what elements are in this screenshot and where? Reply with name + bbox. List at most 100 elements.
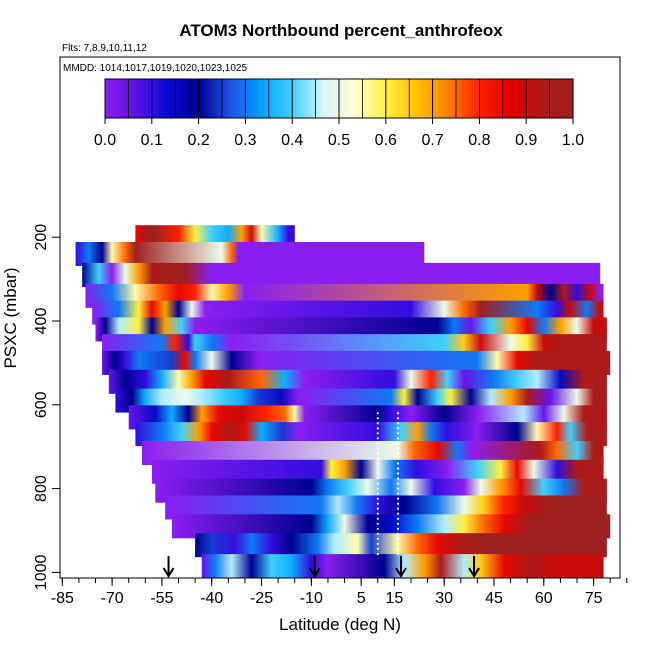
sample-dot [396,447,400,450]
sample-dot [396,517,400,520]
colorbar-tick-label: 0.8 [468,132,490,149]
marker-arrow-head [395,567,407,578]
y-tick-label: 600 [33,391,50,418]
sample-dot [376,477,379,480]
colorbar-tick-label: 0.3 [234,132,256,149]
marker-arrow-head [468,567,480,578]
sample-dot [396,452,400,455]
sample-dot [396,482,400,485]
plot-area [75,225,611,579]
sample-dot [396,537,400,541]
sample-dot [396,547,400,551]
sample-dot [396,497,400,500]
sample-dot [376,532,379,536]
sample-dot [396,532,400,536]
colorbar-tick-label: 0.4 [281,132,303,149]
sample-dot [376,447,379,450]
x-tick-label: 45 [485,590,503,607]
sample-dot [396,522,400,525]
sample-dot [376,412,379,415]
sample-dot [396,507,400,510]
sample-dot [376,507,379,510]
y-axis-label: PSXC (mbar) [1,267,20,368]
x-axis-label: Latitude (deg N) [279,615,401,634]
plot-frame [59,56,621,579]
y-tick-label: 800 [33,475,50,502]
sample-dot [376,512,379,515]
sample-dot [376,472,379,475]
sample-dot [396,427,400,430]
sample-dot [396,412,400,415]
colorbar-tick-label: 0.1 [141,132,163,149]
sample-dot [376,522,379,525]
x-tick-label: 15 [385,590,403,607]
marker-arrow-head [162,567,175,578]
sample-dot [376,517,379,520]
sample-dot [396,432,400,435]
sample-dot [396,417,400,420]
sample-dot [396,472,400,475]
sample-dot [376,482,379,485]
x-tick-label: 75 [585,590,603,607]
sample-dot [376,492,379,495]
sample-dot [396,527,400,530]
x-tick-label: -10 [300,590,323,607]
colorbar-tick-label: 0.6 [375,132,397,149]
y-tick-label: 200 [33,224,50,251]
sample-dot [396,542,400,546]
sample-dot [376,552,379,556]
sample-dot [376,417,379,420]
sample-dot [396,422,400,425]
sample-dot [376,442,379,445]
chart-title: ATOM3 Northbound percent_anthrofeox [179,21,503,40]
x-tick-label: -70 [101,590,124,607]
sample-dot [376,427,379,430]
colorbar-tick-label: 1.0 [562,132,584,149]
x-tick-label: 60 [535,590,553,607]
x-tick-label: -55 [150,590,173,607]
sample-dot [396,512,400,515]
x-tick-label: 30 [435,590,453,607]
sample-dot [376,432,379,435]
sample-dot [376,437,379,440]
sample-dot [396,442,400,445]
data-band [195,533,607,558]
sample-dot [376,457,379,460]
flights-label: Flts: 7,8,9,10,11,12 [62,43,147,54]
marker-arrow-head [308,567,321,578]
sample-dot [376,547,379,551]
x-tick-label: -85 [51,590,74,607]
sample-dot [376,487,379,490]
sample-dot [376,467,379,470]
sample-dot [376,497,379,500]
sample-dot [396,552,400,556]
sample-dot [396,487,400,490]
colorbar-tick-label: 0.2 [187,132,209,149]
sample-dot [396,437,400,440]
sample-dot [376,542,379,546]
sample-dot [396,457,400,460]
colorbar-tick-label: 0.5 [328,132,350,149]
sample-dot [376,422,379,425]
sample-dot [396,467,400,470]
colorbar-tick-label: 0.0 [94,132,116,149]
sample-dot [376,452,379,455]
sample-dot [396,492,400,495]
axes: -85 -70 -55 -40 -25 -10 5 15 30 45 60 75 200 400 600 80… [33,56,628,607]
colorbar-tick-label: 0.9 [515,132,537,149]
sample-dot [376,462,379,465]
y-tick-label: 1000 [33,555,50,591]
colorbar-tick-label: 0.7 [421,132,443,149]
colorbar: 0.0 0.1 0.2 0.3 0.4 0.5 0.6 0.7 0.8 0.9 1.0 [94,78,584,149]
sample-dot [396,462,400,465]
sample-dot [376,537,379,541]
data-band [75,242,425,266]
data-band [82,262,601,287]
sample-dot [376,527,379,530]
sample-dot [396,477,400,480]
dates-label: MMDD: 1014,1017,1019,1020,1023,1025 [63,63,247,74]
x-tick-label: 5 [357,590,366,607]
sample-dot [376,502,379,505]
